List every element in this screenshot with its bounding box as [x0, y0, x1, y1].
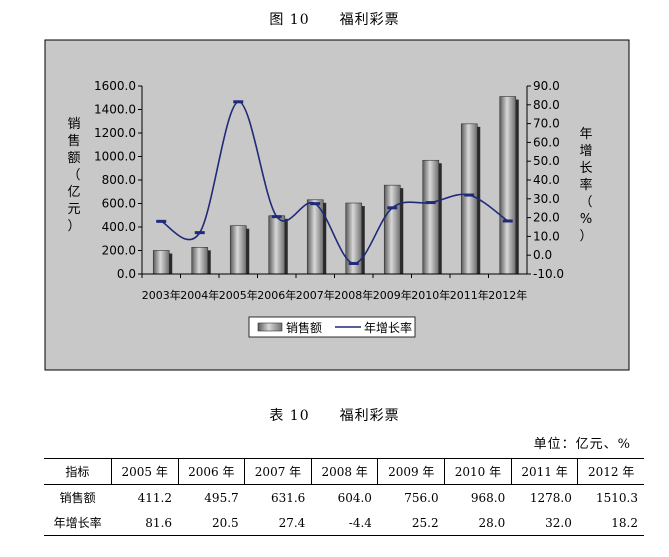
bar: [499, 96, 517, 275]
line-point: [348, 261, 359, 265]
x-tick-label: 2009年: [373, 288, 412, 302]
line-point: [425, 201, 436, 205]
table-cell: 1278.0: [529, 490, 572, 505]
bar: [191, 247, 209, 275]
x-tick-label: 2007年: [296, 288, 335, 302]
table-cell: 27.4: [244, 510, 312, 536]
line-point: [310, 202, 321, 206]
bar: [152, 250, 170, 275]
bar: [422, 159, 440, 275]
table-cell: 28.0: [444, 510, 512, 536]
table-cell: 631.6: [270, 490, 306, 505]
bar: [383, 184, 401, 275]
y-tick-label: 1000.0: [94, 150, 136, 164]
table-header-cell: 2012 年: [577, 458, 644, 485]
table-cell: 604.0: [337, 490, 372, 505]
y-tick-label: 1200.0: [94, 126, 136, 140]
line-point: [233, 100, 244, 104]
y2-tick-label: -10.0: [533, 267, 564, 281]
y2-tick-label: 40.0: [533, 173, 560, 187]
x-tick-label: 2011年: [450, 288, 489, 302]
line-series: [156, 100, 513, 265]
line-point: [271, 215, 282, 219]
line-point: [156, 219, 167, 223]
y-tick-label: 1400.0: [94, 103, 136, 117]
y-axis-right: -10.0 0.0 10.0 20.0 30.0 40.0 50.0 60.0 70.0 80.0…: [526, 79, 564, 281]
y2-tick-label: 20.0: [533, 211, 560, 225]
table-cell: 1510.3: [596, 490, 638, 505]
table-row: 销售额 411.2 495.7 631.6 604.0 756.0 968.0 1278.0 1…: [44, 485, 644, 511]
table-cell: 495.7: [204, 490, 239, 505]
table-row: 年增长率 81.6 20.5 27.4 -4.4 25.2 28.0 32.0 18.2: [44, 510, 644, 536]
bar: [229, 225, 247, 275]
table-header-cell: 2009 年: [377, 458, 445, 485]
y-axis-left: 0.0 200.0 400.0 600.0 800.0 1000.0 1200.0 1400.…: [94, 79, 143, 281]
y-tick-label: 200.0: [102, 244, 136, 258]
axis-titles: 销售额（亿元） 年增长率（%）: [67, 117, 592, 244]
x-tick-label: 2004年: [180, 288, 219, 302]
bar: [460, 123, 478, 275]
table-header-cell: 2006 年: [177, 458, 245, 485]
combo-chart: 0.0 200.0 400.0 600.0 800.0 1000.0 1200.0 1400.…: [44, 39, 630, 371]
table-header-cell: 2011 年: [510, 458, 578, 485]
x-tick-label: 2006年: [257, 288, 296, 302]
figure-title: 图 10 福利彩票: [269, 12, 400, 28]
y2-tick-label: 80.0: [533, 98, 560, 112]
table-cell: 968.0: [470, 490, 506, 505]
x-tick-label: 2005年: [219, 288, 258, 302]
table-title: 表 10 福利彩票: [269, 408, 400, 424]
table-cell: 18.2: [577, 510, 644, 536]
x-tick-label: 2010年: [411, 288, 450, 302]
table-header-cell: 2008 年: [310, 458, 378, 485]
y2-tick-label: 70.0: [533, 117, 560, 131]
y-tick-label: 800.0: [102, 173, 136, 187]
x-tick-label: 2012年: [488, 288, 527, 302]
legend-label-sales: 销售额: [286, 320, 322, 335]
y2-axis-title: 年增长率（%）: [579, 127, 592, 244]
y2-tick-label: 30.0: [533, 192, 560, 206]
table-cell: 销售额: [59, 491, 96, 505]
table-header-cell: 指标: [44, 458, 112, 485]
table-cell: -4.4: [311, 510, 378, 536]
y-tick-label: 600.0: [102, 197, 136, 211]
table-cell: 25.2: [377, 510, 445, 536]
x-axis: 2003年 2004年 2005年 2006年 2007年 2008年 2009年 2010年…: [141, 273, 527, 302]
table-cell: 年增长率: [44, 510, 112, 536]
y-axis-title: 销售额（亿元）: [67, 117, 80, 234]
legend-bar-swatch: [257, 322, 283, 332]
y-tick-label: 0.0: [117, 267, 136, 281]
y-tick-label: 1600.0: [94, 79, 136, 93]
y2-tick-label: 0.0: [533, 248, 552, 262]
bar: [268, 215, 286, 275]
table-cell: 411.2: [137, 490, 173, 505]
line-point: [194, 231, 205, 235]
y2-tick-label: 60.0: [533, 135, 560, 149]
line-point: [387, 206, 398, 210]
table-cell: 756.0: [404, 490, 439, 505]
y2-tick-label: 10.0: [533, 229, 560, 243]
x-tick-label: 2003年: [142, 288, 181, 302]
unit-label: 单位：亿元、%: [533, 437, 631, 452]
legend-label-growth: 年增长率: [364, 320, 412, 335]
legend-box: [248, 316, 416, 338]
table-cell: 81.6: [111, 510, 179, 536]
table-cell: 32.0: [511, 510, 578, 536]
table-cell: 20.5: [178, 510, 245, 536]
line-point: [464, 193, 475, 197]
line-point: [502, 219, 513, 223]
legend: 销售额 年增长率: [248, 316, 416, 338]
x-tick-label: 2008年: [334, 288, 373, 302]
table-header-cell: 2005 年: [110, 458, 179, 485]
data-table: 指标 2005 年 2006 年 2007 年 2008 年 2009 年 2010 年 20…: [44, 458, 644, 536]
y-tick-label: 400.0: [102, 220, 136, 234]
y2-tick-label: 90.0: [533, 79, 560, 93]
table-header-row: 指标 2005 年 2006 年 2007 年 2008 年 2009 年 2010 年 20…: [44, 458, 644, 485]
table-header-cell: 2007 年: [244, 458, 312, 485]
y2-tick-label: 50.0: [533, 154, 560, 168]
table-header-cell: 2010 年: [444, 458, 512, 485]
